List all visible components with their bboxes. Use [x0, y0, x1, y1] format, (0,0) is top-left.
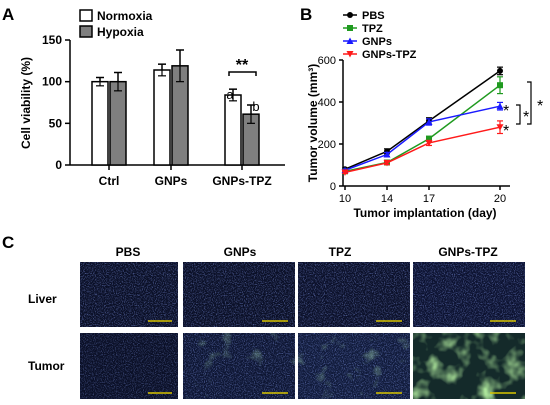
point-gnps: [425, 118, 433, 125]
series-line-pbs: [344, 70, 501, 170]
micrograph-liver-tpz: [298, 262, 410, 327]
row-label-liver: Liver: [28, 292, 57, 306]
legend-label-gnps-tpz: GNPs-TPZ: [362, 49, 417, 61]
legend-label-normoxia: Normoxia: [97, 9, 153, 23]
panel-letter-c: C: [2, 233, 14, 252]
letter-a-label: a: [226, 87, 234, 102]
star-inner: *: [523, 109, 529, 126]
y-tick-label: 200: [318, 139, 336, 151]
significance-bracket: [228, 71, 257, 76]
y-tick-label: 50: [49, 116, 63, 130]
y-tick-label: 0: [55, 158, 62, 172]
legend-label-gnps: GNPs: [362, 36, 392, 48]
x-tick-label: GNPs: [155, 174, 188, 188]
bracket-outer: [527, 81, 532, 125]
point-gnps: [383, 151, 391, 158]
line-chart-tumor-volume: 0 200 400 600 10 14 17 20 Tumor volume (mm³) T…: [306, 10, 543, 220]
column-label-gnps-tpz: GNPs-TPZ: [438, 245, 497, 259]
bar-hypoxia-ctrl: [109, 80, 127, 166]
micrograph-tumor-gnps-tpz: [413, 333, 525, 399]
point-gnps-tpz: [341, 169, 349, 176]
point-pbs: [497, 67, 503, 74]
micrograph-tumor-tpz: [298, 333, 410, 399]
point-gnps-tpz: [425, 139, 433, 147]
column-label-gnps: GNPs: [224, 245, 257, 259]
y-tick-label: 150: [42, 33, 62, 47]
star-outer: *: [537, 98, 543, 115]
point-gnps: [496, 102, 504, 110]
micrograph-tumor-pbs: [80, 333, 178, 399]
row-label-tumor: Tumor: [28, 359, 65, 373]
legend-swatch-normoxia: [79, 9, 93, 22]
column-label-pbs: PBS: [116, 245, 141, 259]
y-tick-label: 0: [330, 181, 336, 193]
micrograph-liver-gnps: [183, 262, 295, 327]
x-tick-label: 14: [381, 193, 393, 205]
legend-label-tpz: TPZ: [362, 23, 383, 35]
x-tick-label: GNPs-TPZ: [212, 174, 271, 188]
legend-label-pbs: PBS: [362, 10, 385, 22]
star-gnps-tpz: *: [503, 123, 509, 140]
x-tick-label: Ctrl: [99, 174, 120, 188]
y-axis-label: Tumor volume (mm³): [306, 64, 320, 182]
series-line-tpz: [344, 84, 501, 173]
letter-b-label: b: [252, 99, 259, 114]
bar-normoxia-gnps-tpz: [224, 94, 242, 166]
bracket-inner: [516, 104, 521, 125]
x-tick-label: 20: [494, 193, 506, 205]
legend-swatch-hypoxia: [79, 25, 93, 38]
legend-marker: [346, 37, 354, 44]
micrograph-liver-gnps-tpz: [413, 262, 525, 327]
micrograph-grid: PBS GNPs TPZ GNPs-TPZ Liver Tumor: [28, 245, 525, 399]
x-tick-label: 17: [423, 193, 435, 205]
series-line-gnps: [344, 105, 501, 171]
y-tick-label: 100: [42, 75, 62, 89]
x-axis-label: Tumor implantation (day): [353, 206, 496, 220]
point-tpz: [426, 135, 432, 142]
star-gnps: *: [503, 103, 509, 120]
legend-marker: [347, 25, 353, 31]
point-tpz: [497, 82, 503, 89]
y-axis-label: Cell viability (%): [19, 57, 33, 149]
legend-label-hypoxia: Hypoxia: [97, 25, 144, 39]
legend-marker: [347, 12, 353, 18]
y-tick-label: 600: [318, 55, 336, 67]
bar-chart-cell-viability: 0 50 100 150 Ctrl GNPs GNPs-TPZ Cell viabilit…: [19, 9, 285, 188]
x-tick-label: 10: [339, 193, 351, 205]
point-gnps-tpz: [496, 124, 504, 131]
column-label-tpz: TPZ: [329, 245, 352, 259]
bar-normoxia-gnps: [153, 69, 171, 166]
micrograph-liver-pbs: [80, 262, 178, 327]
micrograph-tumor-gnps: [183, 333, 295, 399]
panel-letter-b: B: [300, 5, 312, 24]
point-gnps-tpz: [383, 159, 391, 167]
bar-normoxia-ctrl: [91, 80, 109, 166]
panel-letter-a: A: [2, 5, 14, 24]
y-tick-label: 400: [318, 97, 336, 109]
significance-label: **: [236, 57, 249, 74]
legend-marker: [346, 51, 354, 58]
series-line-gnps-tpz: [344, 126, 501, 174]
